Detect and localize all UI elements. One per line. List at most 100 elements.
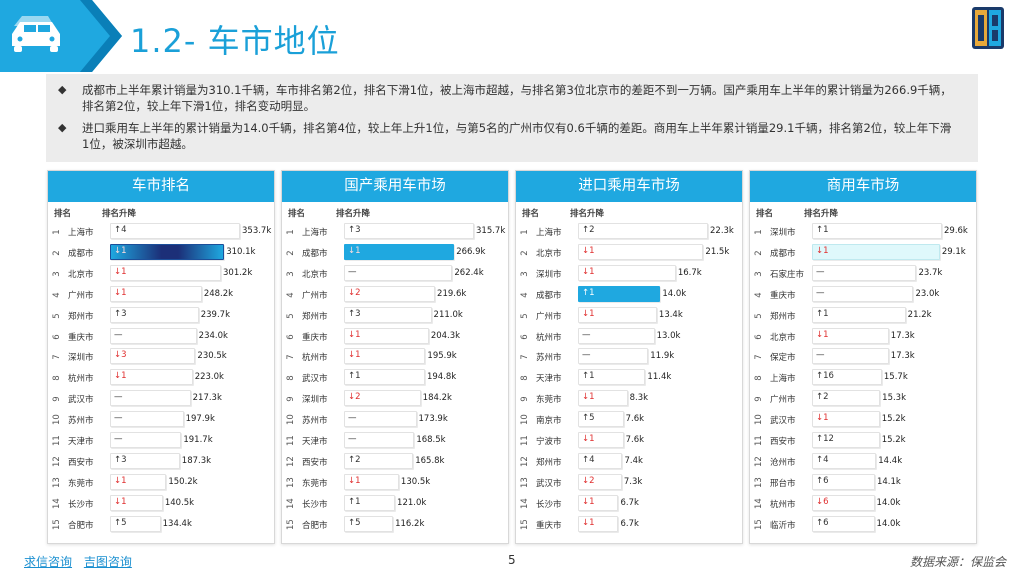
city-name: 重庆市 (302, 332, 328, 343)
city-name: 广州市 (536, 311, 562, 322)
sales-value: 7.3k (623, 476, 643, 487)
rank-change: — (816, 266, 825, 277)
change-column-header: 排名升降 (804, 209, 839, 219)
sales-value: 204.3k (430, 330, 461, 341)
city-name: 苏州市 (536, 353, 562, 364)
city-name: 上海市 (68, 228, 94, 238)
rank-number: 8 (754, 375, 764, 382)
sales-bar (110, 285, 202, 302)
rank-number: 2 (286, 250, 296, 256)
sales-bar (110, 327, 197, 344)
rank-number: 2 (754, 250, 764, 256)
sales-value: 197.9k (185, 414, 215, 425)
sales-value: 116.2k (395, 518, 425, 529)
sales-bar (812, 515, 875, 532)
rank-number: 5 (286, 312, 296, 319)
city-name: 广州市 (770, 395, 796, 406)
ranking-row: 9 武汉市 — 217.3k (48, 388, 274, 408)
sales-value: 17.3k (890, 330, 915, 341)
ranking-row: 4 广州市 ↓1 248.2k (48, 284, 274, 304)
ranking-row: 8 天津市 ↑1 11.4k (516, 367, 742, 387)
company-logo (972, 7, 1004, 49)
sales-bar (578, 264, 676, 281)
rank-number: 9 (754, 396, 764, 402)
rank-number: 8 (520, 375, 530, 382)
footer-link-1[interactable]: 求信咨询 (24, 555, 73, 569)
rank-column-header: 排名 (522, 209, 540, 219)
ranking-row: 6 重庆市 ↓1 204.3k (282, 326, 508, 346)
city-name: 东莞市 (302, 478, 328, 489)
ranking-row: 13 武汉市 ↓2 7.3k (516, 472, 742, 492)
city-name: 北京市 (68, 269, 94, 280)
sales-bar (812, 432, 880, 448)
sales-value: 187.3k (181, 455, 212, 466)
city-name: 杭州市 (302, 353, 328, 364)
rank-number: 5 (52, 312, 62, 319)
rank-change: ↓1 (582, 266, 595, 277)
city-name: 上海市 (770, 374, 796, 385)
sales-bar (110, 390, 191, 407)
sales-value: 21.2k (907, 309, 932, 320)
rank-number: 6 (52, 333, 62, 340)
sales-bar (110, 411, 184, 428)
ranking-row: 15 合肥市 ↑5 116.2k (282, 514, 508, 534)
ranking-row: 6 北京市 ↓1 17.3k (750, 326, 976, 346)
rank-change: ↑1 (816, 308, 829, 319)
rank-number: 11 (286, 435, 296, 446)
rank-change: ↓1 (114, 371, 127, 382)
sales-value: 239.7k (200, 309, 230, 320)
rank-change: ↓1 (114, 266, 127, 277)
ranking-row: 5 郑州市 ↑1 21.2k (750, 305, 976, 325)
rank-change: ↓1 (582, 496, 595, 507)
city-name: 沧州市 (770, 457, 796, 468)
ranking-row: 5 郑州市 ↑3 211.0k (282, 305, 508, 325)
rank-change: ↓1 (816, 329, 829, 340)
rank-change: ↓6 (816, 496, 829, 507)
sales-bar (578, 411, 624, 428)
sales-value: 315.7k (476, 226, 506, 236)
rank-change: — (348, 434, 357, 444)
footer-link-2[interactable]: 吉图咨询 (83, 555, 132, 569)
panel-domestic-passenger: 国产乘用车市场 排名 排名升降 1 上海市 ↑3 315.7k 2 成都市 ↓1 266.9k 3 北京… (281, 170, 509, 544)
ranking-row: 5 广州市 ↓1 13.4k (516, 305, 742, 325)
rank-number: 9 (520, 396, 530, 402)
sales-bar (110, 243, 225, 260)
rank-number: 7 (52, 354, 62, 361)
ranking-row: 2 成都市 ↓1 29.1k (750, 242, 976, 262)
ranking-row: 6 重庆市 — 234.0k (48, 326, 274, 346)
rank-change: ↓1 (816, 413, 829, 424)
ranking-row: 6 杭州市 — 13.0k (516, 326, 742, 346)
city-name: 西安市 (68, 457, 94, 468)
rank-number: 2 (520, 250, 530, 256)
ranking-row: 14 长沙市 ↑1 121.0k (282, 493, 508, 513)
rank-column-header: 排名 (54, 209, 72, 219)
rank-change: ↑12 (816, 434, 834, 444)
city-name: 广州市 (302, 290, 328, 301)
sales-bar (344, 390, 421, 407)
city-name: 上海市 (302, 228, 328, 238)
sales-value: 6.7k (620, 518, 639, 529)
sales-value: 8.3k (629, 393, 649, 404)
city-name: 武汉市 (302, 374, 328, 385)
city-name: 长沙市 (302, 499, 328, 510)
ranking-row: 3 北京市 ↓1 301.2k (48, 263, 274, 283)
ranking-row: 2 成都市 ↓1 266.9k (282, 242, 508, 262)
city-name: 成都市 (302, 248, 328, 259)
city-name: 广州市 (68, 290, 94, 301)
sales-bar (344, 327, 429, 344)
rank-number: 14 (754, 497, 764, 509)
rank-change: ↓2 (582, 475, 595, 486)
sales-bar (578, 285, 661, 302)
rank-number: 14 (52, 497, 62, 509)
rank-change: — (114, 329, 123, 340)
ranking-row: 9 广州市 ↑2 15.3k (750, 388, 976, 408)
sales-value: 165.8k (415, 455, 445, 466)
ranking-row: 14 长沙市 ↓1 6.7k (516, 493, 742, 513)
rank-change: — (114, 434, 123, 444)
rank-number: 7 (520, 354, 530, 361)
rank-number: 3 (52, 271, 62, 277)
sales-value: 23.7k (918, 267, 943, 278)
rank-change: ↑16 (816, 371, 834, 382)
sales-bar (344, 306, 432, 323)
sales-bar (110, 264, 221, 281)
